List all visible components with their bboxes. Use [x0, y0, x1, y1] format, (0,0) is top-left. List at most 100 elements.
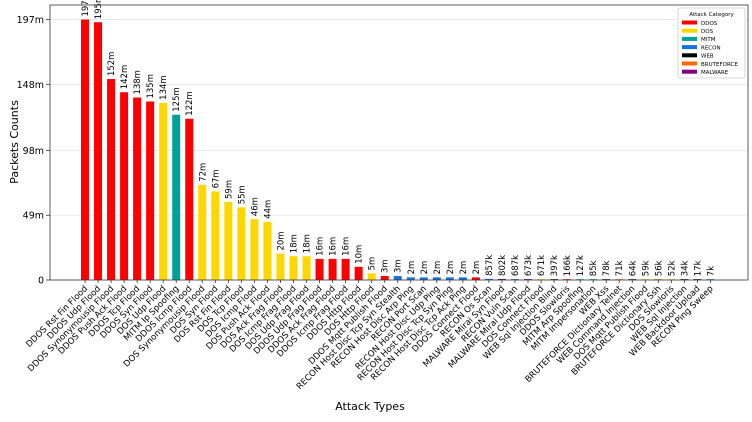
bar-value-label: 59m [224, 180, 234, 199]
legend-swatch [682, 61, 697, 66]
bar [237, 207, 246, 280]
bar-value-label: 44m [263, 200, 273, 219]
bar [263, 221, 272, 280]
bar [289, 256, 298, 280]
bar-value-label: 18m [289, 234, 299, 253]
bar-value-label: 78k [602, 260, 612, 276]
bar [159, 102, 168, 280]
bar [445, 277, 454, 280]
bar-value-label: 55m [237, 185, 247, 204]
legend-label: WEB [701, 54, 714, 60]
x-axis-label: Attack Types [335, 400, 405, 413]
bar [537, 279, 546, 280]
bar-value-label: 16m [316, 237, 326, 256]
bar-value-label: 152m [107, 52, 117, 77]
bar-value-label: 3m [381, 259, 391, 273]
bar [120, 92, 129, 280]
bar-value-label: 52k [667, 260, 677, 276]
plot-frame [49, 4, 749, 281]
bar-value-label: 673k [524, 255, 534, 276]
bar-value-label: 56k [654, 260, 664, 276]
legend-swatch [682, 45, 697, 50]
bar-value-label: 85k [589, 260, 599, 276]
bar-value-label: 2m [433, 261, 443, 275]
bar-value-label: 138m [133, 70, 143, 95]
bar [198, 184, 207, 280]
bar-value-label: 10m [355, 245, 365, 264]
bar-value-label: 166k [563, 255, 573, 276]
bar [211, 191, 220, 280]
bars [81, 19, 715, 281]
bar-value-label: 397k [550, 255, 560, 276]
bar [276, 253, 285, 280]
bar [458, 277, 467, 280]
bar-value-label: 2m [472, 261, 482, 275]
bar-value-label: 122m [185, 91, 195, 116]
legend-title: Attack Category [689, 12, 734, 18]
legend: Attack Category DDOS DOS MITM RECON WEB BRUTE… [677, 7, 746, 79]
bar [510, 279, 519, 280]
y-tick-label: 197m [17, 15, 44, 26]
y-tick-label: 148m [17, 80, 44, 91]
bar-value-label: 16m [342, 237, 352, 256]
y-axis-label: Packets Counts [8, 100, 21, 184]
bar-value-label: 197m [81, 0, 91, 17]
bar-value-label: 17k [693, 260, 703, 276]
bar [250, 219, 259, 280]
bar [341, 258, 350, 280]
bar-value-label: 16m [329, 237, 339, 256]
bar-value-label: 134m [159, 75, 169, 100]
legend-label: MITM [701, 37, 716, 43]
bar [524, 279, 533, 280]
legend-swatch [682, 53, 697, 58]
bar-value-label: 135m [146, 74, 156, 99]
legend-swatch [682, 28, 697, 33]
y-tick-label: 49m [23, 211, 44, 222]
bar-value-label: 2m [446, 261, 456, 275]
bar [497, 278, 506, 280]
bar-value-label: 2m [407, 261, 417, 275]
bar-value-label: 857k [485, 255, 495, 276]
bar [133, 97, 142, 280]
legend-label: MALWARE [701, 70, 729, 76]
bar [172, 114, 181, 280]
bar-value-label: 46m [250, 197, 260, 216]
bar-value-label: 195m [94, 0, 104, 19]
bar [315, 258, 324, 280]
bar [94, 22, 103, 280]
legend-swatch [682, 20, 697, 25]
y-axis-ticks: 0 49m 98m 148m 197m [17, 15, 50, 287]
legend-swatch [682, 69, 697, 74]
legend-label: DDOS [701, 21, 718, 27]
bar [354, 266, 363, 280]
bar-value-label: 2m [459, 261, 469, 275]
bar-value-label: 127k [576, 255, 586, 276]
bar [484, 278, 493, 280]
legend-label: DOS [701, 29, 714, 35]
legend-label: RECON [701, 45, 721, 51]
bar-value-label: 671k [537, 255, 547, 276]
bar-value-label: 64k [628, 260, 638, 276]
y-tick-label: 98m [23, 146, 44, 157]
bar [367, 273, 376, 280]
bar-value-label: 3m [394, 259, 404, 273]
bar [81, 19, 89, 280]
bar-value-label: 5m [368, 257, 378, 271]
bar [406, 277, 415, 280]
bar [107, 79, 116, 281]
bar-value-label: 125m [172, 87, 182, 112]
bar-value-label: 142m [120, 65, 130, 90]
bar-value-label: 20m [276, 231, 286, 250]
bar-value-label: 802k [498, 255, 508, 276]
bar [224, 201, 233, 280]
bar-value-label: 2m [420, 261, 430, 275]
bar [302, 256, 311, 280]
gridlines [50, 19, 748, 216]
bar [328, 258, 337, 280]
legend-swatch [682, 36, 697, 41]
bar-value-label: 67m [211, 169, 221, 188]
bar-value-label: 72m [198, 163, 208, 182]
